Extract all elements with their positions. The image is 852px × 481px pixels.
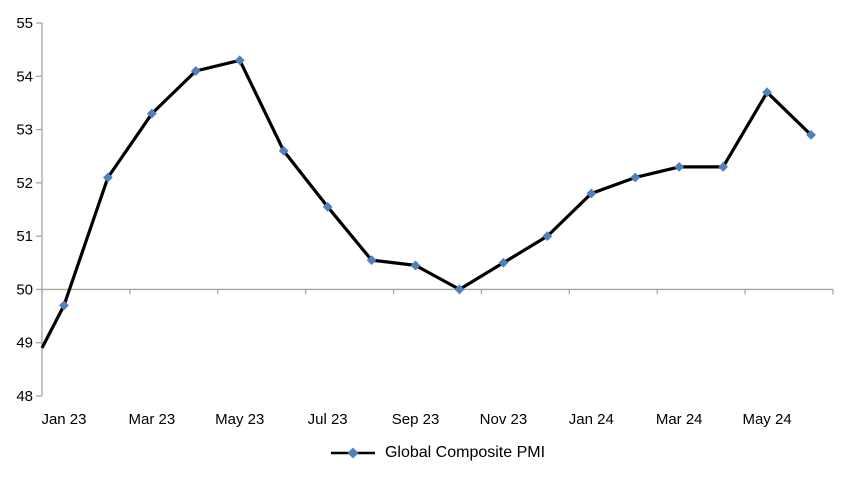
pmi-marker xyxy=(146,108,157,119)
legend-line-marker-icon xyxy=(330,447,375,459)
pmi-marker xyxy=(630,172,641,183)
pmi-marker xyxy=(410,260,421,271)
pmi-marker xyxy=(718,161,729,172)
x-axis-tick-label: May 24 xyxy=(742,411,791,428)
x-axis-tick-label: Jan 24 xyxy=(569,411,614,428)
x-axis-tick-label: May 23 xyxy=(215,411,264,428)
y-axis-tick-label: 52 xyxy=(16,175,33,192)
pmi-marker xyxy=(542,231,553,242)
x-axis-tick-label: Mar 23 xyxy=(129,411,176,428)
x-axis-tick-label: Jan 23 xyxy=(41,411,86,428)
pmi-marker xyxy=(322,201,333,212)
pmi-marker xyxy=(59,300,69,311)
pmi-series-line xyxy=(40,58,813,349)
pmi-marker xyxy=(234,55,245,66)
x-axis-tick-label: Sep 23 xyxy=(392,411,440,428)
y-axis-tick-label: 53 xyxy=(16,122,33,139)
y-axis-tick-label: 55 xyxy=(16,15,33,32)
x-axis-tick-label: Jul 23 xyxy=(308,411,348,428)
pmi-marker xyxy=(366,255,377,266)
x-axis-tick-label: Nov 23 xyxy=(480,411,528,428)
pmi-marker xyxy=(498,257,509,268)
pmi-marker xyxy=(278,145,289,156)
x-axis-tick-label: Mar 24 xyxy=(656,411,703,428)
pmi-marker xyxy=(806,130,816,140)
pmi-marker xyxy=(586,188,597,199)
pmi-marker xyxy=(454,284,465,295)
pmi-marker xyxy=(190,66,201,76)
y-axis-tick-label: 48 xyxy=(16,388,33,405)
y-axis-tick-label: 54 xyxy=(16,68,33,85)
pmi-marker xyxy=(674,161,685,172)
pmi-marker xyxy=(762,87,772,98)
y-axis-tick-label: 51 xyxy=(16,228,33,245)
legend-label: Global Composite PMI xyxy=(384,444,546,461)
y-axis-tick-label: 50 xyxy=(16,281,33,298)
y-axis-tick-label: 49 xyxy=(16,335,33,352)
pmi-line-chart-svg: 55 54 53 52 51 50 49 48 Jan 23 Mar 23 May 23 Jul 23… xyxy=(16,15,834,428)
pmi-marker xyxy=(103,172,113,183)
chart-legend: Global Composite PMI xyxy=(42,440,833,466)
